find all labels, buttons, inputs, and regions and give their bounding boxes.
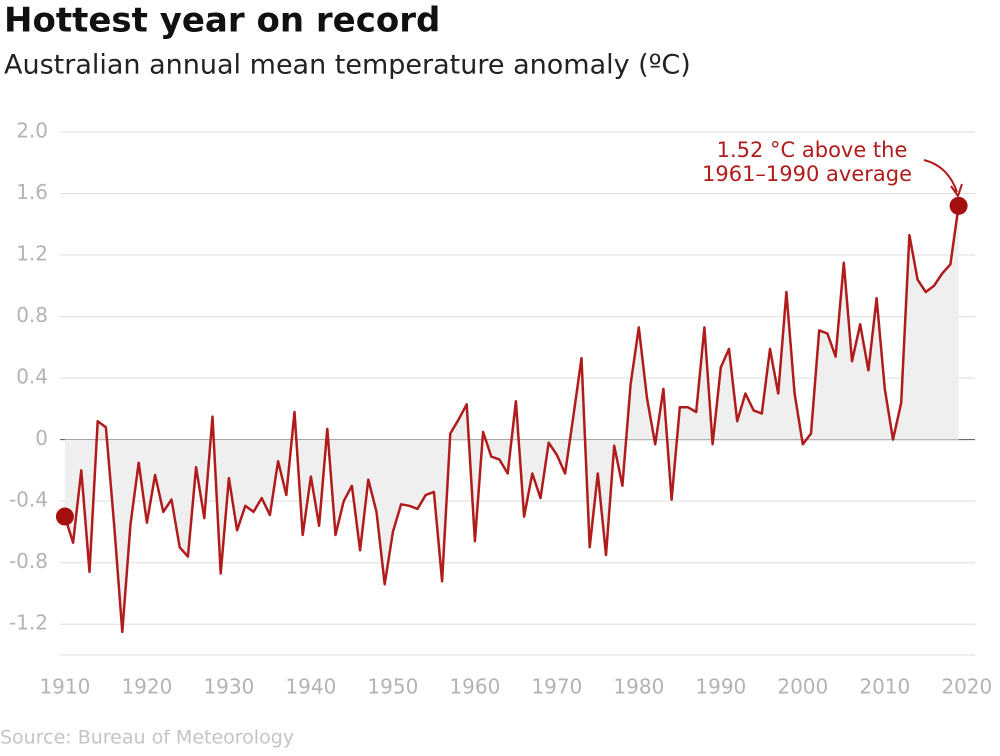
- x-tick-label: 1990: [695, 675, 746, 699]
- y-tick-label: 1.2: [16, 242, 48, 266]
- y-tick-label: 0.4: [16, 365, 48, 389]
- chart-title: Hottest year on record: [4, 1, 440, 41]
- x-tick-label: 1960: [449, 675, 500, 699]
- annotation-arrow: [923, 159, 958, 193]
- y-tick-label: -0.4: [9, 488, 48, 512]
- y-tick-label: -0.8: [9, 549, 48, 573]
- x-tick-label: 1910: [39, 675, 90, 699]
- x-tick-label: 1940: [285, 675, 336, 699]
- area-layer: [64, 205, 959, 632]
- line: [63, 205, 960, 634]
- y-tick-label: 1.6: [16, 180, 48, 204]
- y-tick-label: 0.8: [16, 303, 48, 327]
- x-tick-label: 1970: [531, 675, 582, 699]
- x-tick-label: 1980: [613, 675, 664, 699]
- x-tick-label: 2010: [859, 675, 910, 699]
- x-tick-label: 1930: [203, 675, 254, 699]
- x-tick-label: 1950: [367, 675, 418, 699]
- x-tick-label: 2000: [777, 675, 828, 699]
- x-tick-label: 1920: [121, 675, 172, 699]
- chart-subtitle: Australian annual mean temperature anoma…: [4, 50, 691, 81]
- y-tick-label: -1.2: [9, 611, 48, 635]
- y-tick-label: 0: [35, 426, 48, 450]
- annotation-arrowhead: [950, 183, 963, 199]
- highlight-point: [55, 507, 74, 526]
- source: Source: Bureau of Meteorology: [0, 727, 294, 749]
- annotation: 1.52 °C above the: [717, 138, 908, 162]
- line-layer: [55, 196, 968, 634]
- y-tick-label: 2.0: [16, 119, 48, 143]
- area: [64, 205, 959, 632]
- x-tick-label: 2020: [941, 675, 992, 699]
- highlight-point: [949, 196, 968, 215]
- plot-area: 2.0 1.6 1.2 0.8 0.4 0 -0.4 -0.8 -1.2 1910 1920 1930…: [9, 119, 992, 699]
- annotation: 1961–1990 average: [702, 162, 912, 186]
